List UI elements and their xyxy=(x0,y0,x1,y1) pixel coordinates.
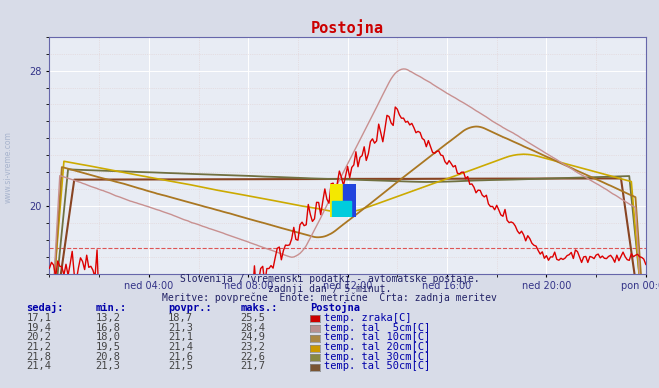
Text: temp. tal 50cm[C]: temp. tal 50cm[C] xyxy=(324,361,430,371)
Text: 25,5: 25,5 xyxy=(241,313,266,323)
Text: 20,8: 20,8 xyxy=(96,352,121,362)
Text: 21,4: 21,4 xyxy=(26,361,51,371)
Text: 18,7: 18,7 xyxy=(168,313,193,323)
Text: 21,1: 21,1 xyxy=(168,332,193,342)
Bar xyxy=(343,184,356,217)
Text: 20,2: 20,2 xyxy=(26,332,51,342)
Title: Postojna: Postojna xyxy=(311,19,384,36)
Bar xyxy=(330,184,343,217)
Text: temp. tal 20cm[C]: temp. tal 20cm[C] xyxy=(324,342,430,352)
Text: 21,3: 21,3 xyxy=(168,322,193,333)
Text: 21,6: 21,6 xyxy=(168,352,193,362)
Text: temp. tal 10cm[C]: temp. tal 10cm[C] xyxy=(324,332,430,342)
Text: Meritve: povprečne  Enote: metrične  Črta: zadnja meritev: Meritve: povprečne Enote: metrične Črta:… xyxy=(162,291,497,303)
Text: temp. zraka[C]: temp. zraka[C] xyxy=(324,313,412,323)
Text: povpr.:: povpr.: xyxy=(168,303,212,313)
Text: min.:: min.: xyxy=(96,303,127,313)
Text: Postojna: Postojna xyxy=(310,302,360,313)
Text: 21,4: 21,4 xyxy=(168,342,193,352)
Text: 22,6: 22,6 xyxy=(241,352,266,362)
Text: 21,7: 21,7 xyxy=(241,361,266,371)
Text: temp. tal 30cm[C]: temp. tal 30cm[C] xyxy=(324,352,430,362)
Bar xyxy=(332,201,351,217)
Text: 24,9: 24,9 xyxy=(241,332,266,342)
Text: 21,2: 21,2 xyxy=(26,342,51,352)
Text: 23,2: 23,2 xyxy=(241,342,266,352)
Text: 21,5: 21,5 xyxy=(168,361,193,371)
Text: 21,8: 21,8 xyxy=(26,352,51,362)
Text: temp. tal  5cm[C]: temp. tal 5cm[C] xyxy=(324,322,430,333)
Text: 19,4: 19,4 xyxy=(26,322,51,333)
Text: 18,0: 18,0 xyxy=(96,332,121,342)
Text: zadnji dan / 5 minut.: zadnji dan / 5 minut. xyxy=(268,284,391,294)
Text: Slovenija / vremenski podatki - avtomatske postaje.: Slovenija / vremenski podatki - avtomats… xyxy=(180,274,479,284)
Text: 19,5: 19,5 xyxy=(96,342,121,352)
Text: maks.:: maks.: xyxy=(241,303,278,313)
Text: 21,3: 21,3 xyxy=(96,361,121,371)
Text: 16,8: 16,8 xyxy=(96,322,121,333)
Text: www.si-vreme.com: www.si-vreme.com xyxy=(3,131,13,203)
Text: sedaj:: sedaj: xyxy=(26,302,64,313)
Text: 17,1: 17,1 xyxy=(26,313,51,323)
Text: 13,2: 13,2 xyxy=(96,313,121,323)
Text: 28,4: 28,4 xyxy=(241,322,266,333)
